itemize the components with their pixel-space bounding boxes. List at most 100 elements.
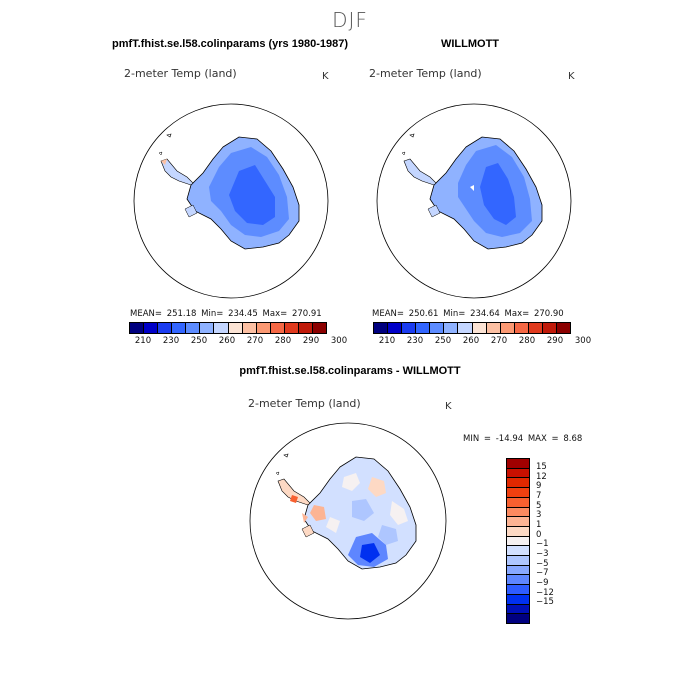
diff-variable-label: 2-meter Temp (land)	[248, 397, 361, 410]
diff-colorbar-tick: −1	[536, 539, 549, 550]
right-colorbar-tick: 260	[462, 336, 480, 346]
diff-colorbar-tick: 0	[536, 529, 542, 540]
left-colorbar-tick: 210	[134, 336, 152, 346]
diff-colorbar-segment	[507, 526, 529, 537]
left-min-label: Min=	[201, 309, 224, 319]
left-panel-title: pmfT.fhist.se.l58.colinparams (yrs 1980-…	[112, 38, 348, 50]
left-min-value: 234.45	[228, 309, 258, 319]
diff-colorbar-segment	[507, 468, 529, 479]
right-max-label: Max=	[504, 309, 530, 319]
diff-colorbar-tick: 12	[536, 471, 547, 482]
right-colorbar-tick: 300	[574, 336, 592, 346]
diff-stats: MIN = -14.94 MAX = 8.68	[463, 434, 582, 444]
right-panel-title: WILLMOTT	[440, 38, 500, 50]
left-colorbar-segment	[242, 323, 257, 333]
diff-colorbar-tick: 5	[536, 500, 542, 511]
left-colorbar-tick: 290	[302, 336, 320, 346]
left-colorbar-segment	[313, 323, 327, 333]
left-colorbar-segment	[270, 323, 285, 333]
season-title: DJF	[332, 8, 368, 32]
right-max-value: 270.90	[533, 309, 564, 319]
right-colorbar-segment	[486, 323, 501, 333]
diff-colorbar-segment	[507, 585, 529, 595]
right-colorbar-segment	[542, 323, 558, 333]
right-stats: MEAN= 250.61 Min= 234.64 Max= 270.90	[372, 309, 564, 319]
diff-max-value: 8.68	[563, 434, 583, 444]
left-colorbar-tick: 270	[246, 336, 264, 346]
right-colorbar-tick: 230	[406, 336, 424, 346]
diff-colorbar-tick: −9	[536, 577, 549, 588]
right-colorbar-segment	[472, 323, 487, 333]
left-antarctica	[158, 133, 300, 250]
right-colorbar-tick: 250	[434, 336, 452, 346]
left-colorbar-segment	[130, 323, 145, 333]
left-colorbar	[129, 322, 327, 334]
left-colorbar-tick: 300	[330, 336, 348, 346]
diff-colorbar-tick: −7	[536, 568, 549, 579]
right-colorbar-tick: 210	[378, 336, 396, 346]
diff-max-label: MAX =	[527, 434, 559, 444]
diff-colorbar-segment	[507, 575, 529, 586]
right-mean-value: 250.61	[408, 309, 439, 319]
left-colorbar-segment	[284, 323, 299, 333]
left-colorbar-segment	[298, 323, 314, 333]
right-colorbar-segment	[430, 323, 445, 333]
diff-colorbar-tick: 7	[536, 491, 542, 502]
left-mean-label: MEAN=	[130, 309, 162, 319]
right-colorbar-segment	[374, 323, 389, 333]
left-colorbar-segment	[158, 323, 173, 333]
left-colorbar-tick: 260	[218, 336, 236, 346]
right-colorbar-segment	[416, 323, 431, 333]
right-colorbar-segment	[444, 323, 459, 333]
left-colorbar-tick: 280	[274, 336, 292, 346]
left-stats: MEAN= 251.18 Min= 234.45 Max= 270.91	[130, 309, 322, 319]
diff-colorbar-segment	[507, 594, 529, 605]
right-colorbar-tick: 280	[518, 336, 536, 346]
left-colorbar-tick: 230	[162, 336, 180, 346]
right-colorbar-tick: 270	[490, 336, 508, 346]
left-units-label: K	[322, 71, 329, 82]
diff-colorbar-tick: −12	[536, 587, 554, 598]
left-colorbar-segment	[256, 323, 271, 333]
right-colorbar-segment	[528, 323, 543, 333]
left-max-value: 270.91	[291, 309, 322, 319]
right-min-label: Min=	[443, 309, 466, 319]
diff-min-value: -14.94	[495, 434, 524, 444]
diff-colorbar-segment	[507, 478, 529, 489]
right-colorbar-segment	[557, 323, 571, 333]
right-colorbar-ticks: 210 230 250 260 270 280 290 300	[373, 336, 591, 348]
diff-colorbar-tick: −3	[536, 548, 549, 559]
left-max-label: Max=	[262, 309, 288, 319]
right-colorbar-segment	[402, 323, 417, 333]
diff-colorbar-tick: 15	[536, 462, 547, 473]
right-colorbar-segment	[388, 323, 403, 333]
diff-colorbar	[506, 458, 530, 624]
diff-colorbar-segment	[507, 546, 529, 557]
diff-min-label: MIN =	[463, 434, 492, 444]
left-colorbar-tick: 250	[190, 336, 208, 346]
right-colorbar-segment	[514, 323, 529, 333]
left-map	[133, 103, 329, 299]
diff-colorbar-tick: 1	[536, 520, 542, 531]
diff-colorbar-tick: 9	[536, 481, 542, 492]
diff-colorbar-tick: 3	[536, 510, 542, 521]
diff-colorbar-tick: −5	[536, 558, 549, 569]
right-antarctica	[401, 133, 543, 250]
right-colorbar-segment	[500, 323, 515, 333]
diff-colorbar-segment	[507, 459, 529, 469]
left-colorbar-segment	[186, 323, 201, 333]
left-colorbar-segment	[214, 323, 229, 333]
diff-colorbar-tick: −15	[536, 597, 554, 608]
diff-antarctica	[275, 453, 417, 570]
diff-colorbar-segment	[507, 565, 529, 576]
right-mean-label: MEAN=	[372, 309, 404, 319]
right-variable-label: 2-meter Temp (land)	[369, 67, 482, 80]
diff-colorbar-segment	[507, 536, 529, 547]
left-colorbar-segment	[172, 323, 187, 333]
diff-colorbar-segment	[507, 614, 529, 623]
diff-colorbar-segment	[507, 556, 529, 566]
diff-colorbar-segment	[507, 488, 529, 498]
left-colorbar-segment	[228, 323, 243, 333]
diff-colorbar-segment	[507, 507, 529, 518]
left-mean-value: 251.18	[166, 309, 197, 319]
